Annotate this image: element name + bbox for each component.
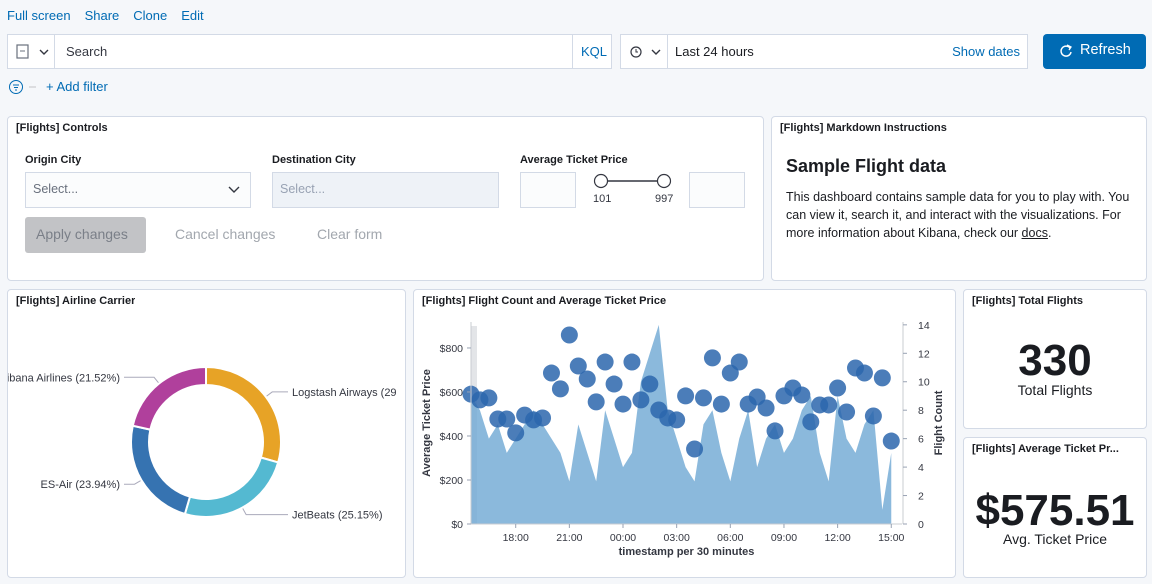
calendar-icon[interactable] bbox=[629, 44, 665, 60]
slider-min: 101 bbox=[593, 193, 611, 205]
share-link[interactable]: Share bbox=[85, 8, 120, 23]
refresh-button[interactable]: Refresh bbox=[1043, 34, 1146, 69]
placeholder: Select... bbox=[33, 182, 78, 196]
avg-price-panel: [Flights] Average Ticket Pr... $575.51 A… bbox=[963, 437, 1147, 578]
kql-button[interactable]: KQL bbox=[581, 44, 607, 59]
apply-button: Apply changes bbox=[25, 217, 146, 253]
paragraph: This dashboard contains sample data for … bbox=[786, 188, 1136, 242]
saved-query-icon[interactable] bbox=[16, 44, 52, 60]
total-flights-panel: [Flights] Total Flights 330 Total Flight… bbox=[963, 289, 1147, 429]
metric-label: Total Flights bbox=[964, 382, 1146, 398]
destination-label: Destination City bbox=[272, 154, 356, 166]
refresh-label: Refresh bbox=[1080, 42, 1131, 58]
metric-label: Avg. Ticket Price bbox=[964, 531, 1146, 547]
panel-title: [Flights] Airline Carrier bbox=[16, 295, 135, 307]
chevron bbox=[228, 186, 240, 194]
edit-link[interactable]: Edit bbox=[181, 8, 203, 23]
clear-button: Clear form bbox=[317, 226, 382, 242]
docs-link[interactable]: docs bbox=[1022, 226, 1048, 240]
full-screen-link[interactable]: Full screen bbox=[7, 8, 71, 23]
divider bbox=[667, 35, 668, 68]
cancel-button: Cancel changes bbox=[175, 226, 275, 242]
divider bbox=[54, 35, 55, 68]
origin-select[interactable]: Select... bbox=[25, 172, 251, 208]
heading: Sample Flight data bbox=[786, 156, 946, 177]
filter-icon[interactable] bbox=[8, 79, 40, 95]
panel-title: [Flights] Total Flights bbox=[972, 295, 1083, 307]
time-range[interactable]: Last 24 hours bbox=[675, 44, 754, 59]
divider bbox=[572, 35, 573, 68]
combo-panel: [Flights] Flight Count and Average Ticke… bbox=[413, 289, 956, 578]
destination-select: Select... bbox=[272, 172, 499, 208]
metric-value: $575.51 bbox=[964, 486, 1146, 536]
refresh-icon bbox=[1059, 44, 1073, 58]
price-max-input[interactable] bbox=[689, 172, 745, 208]
search-bar[interactable]: Search KQL bbox=[7, 34, 612, 69]
markdown-panel: [Flights] Markdown Instructions Sample F… bbox=[771, 116, 1147, 281]
label: Apply changes bbox=[36, 226, 128, 242]
search-input[interactable]: Search bbox=[66, 44, 107, 59]
add-filter[interactable]: + Add filter bbox=[46, 79, 108, 94]
text: This dashboard contains sample data for … bbox=[786, 190, 1129, 240]
panel-title: [Flights] Markdown Instructions bbox=[780, 122, 947, 134]
price-slider[interactable] bbox=[593, 172, 673, 192]
top-links: Full screen Share Clone Edit bbox=[7, 8, 204, 23]
clone-link[interactable]: Clone bbox=[133, 8, 167, 23]
airline-panel: [Flights] Airline Carrier bbox=[7, 289, 406, 578]
slider-max: 997 bbox=[655, 193, 673, 205]
panel-title: [Flights] Flight Count and Average Ticke… bbox=[422, 295, 666, 307]
text: . bbox=[1048, 226, 1051, 240]
controls-panel: [Flights] Controls Origin City Select...… bbox=[7, 116, 764, 281]
panel-title: [Flights] Controls bbox=[16, 122, 108, 134]
origin-label: Origin City bbox=[25, 154, 81, 166]
show-dates[interactable]: Show dates bbox=[952, 44, 1020, 59]
price-label: Average Ticket Price bbox=[520, 154, 628, 166]
metric-value: 330 bbox=[964, 336, 1146, 386]
date-picker[interactable]: Last 24 hours Show dates bbox=[620, 34, 1028, 69]
panel-title: [Flights] Average Ticket Pr... bbox=[972, 443, 1119, 455]
price-min-input[interactable] bbox=[520, 172, 576, 208]
placeholder: Select... bbox=[280, 182, 325, 196]
